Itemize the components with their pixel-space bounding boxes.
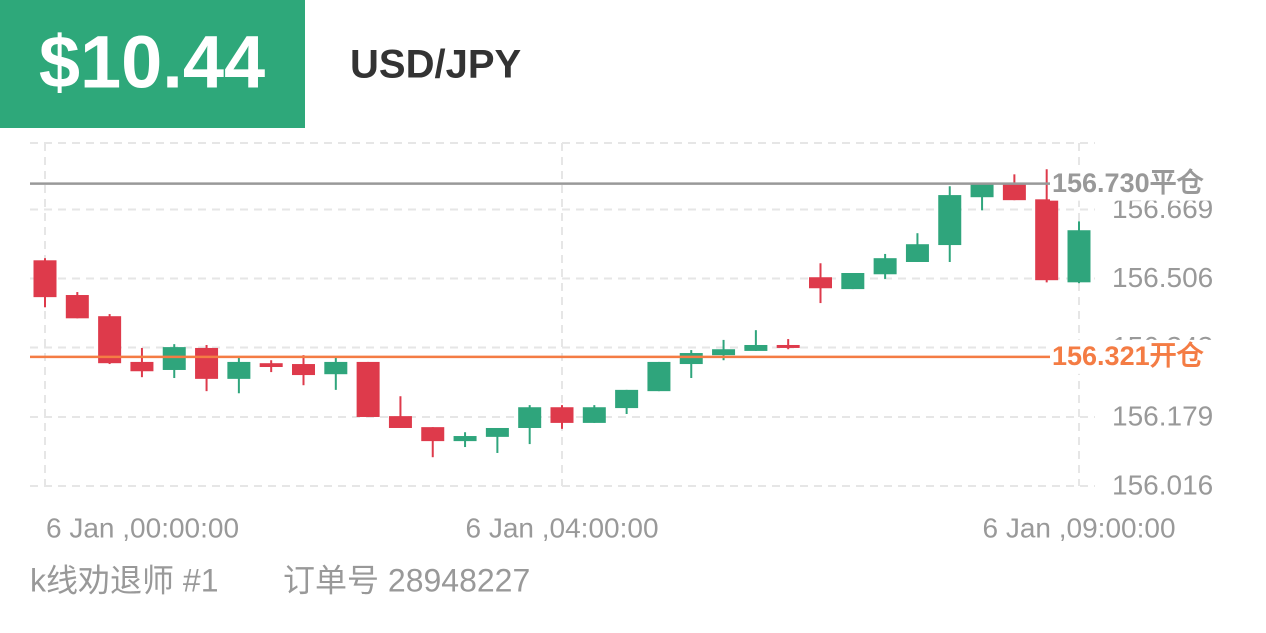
candle-body [905,244,929,262]
candle-body [809,277,832,289]
candle-body [550,407,574,423]
price-line-label-bg [1050,339,1225,374]
account-name: k线劝退师 #1 [30,562,219,598]
x-tick-label: 6 Jan ,04:00:00 [465,512,658,543]
candle-body [98,316,122,364]
y-tick-label: 156.506 [1112,262,1213,293]
order-number: 订单号 28948227 [283,562,530,598]
y-tick-label: 156.179 [1112,400,1213,431]
symbol: USD/JPY [350,43,521,87]
x-tick-label: 6 Jan ,09:00:00 [982,512,1175,543]
price-line-label: 156.321开仓 [1052,341,1205,371]
price-line-label-bg [1050,166,1225,201]
candle-body [130,361,154,372]
candle-body [33,260,57,298]
candle-body [195,347,219,379]
candle-body [776,344,800,348]
candle-body [647,361,671,392]
candle-body [1067,230,1091,283]
candle-body [1002,183,1026,201]
candle-body [970,184,994,198]
pnl-value: $10.44 [39,21,265,104]
candle-body [744,344,768,351]
candle-body [485,427,509,437]
candle-body [615,389,639,409]
candle-body [679,353,703,365]
candle-body [1035,199,1059,281]
candle-body [453,436,477,442]
candle-body [938,195,962,246]
candle-body [388,416,412,428]
candle-body [356,361,380,417]
candle-body [582,407,606,423]
candle-body [162,347,186,370]
x-tick-label: 6 Jan ,00:00:00 [46,512,239,543]
candle-body [421,427,445,442]
candle-body [292,364,315,376]
candle-body [518,407,542,428]
candle-body [841,273,865,290]
candle-body [873,258,897,275]
candle-body [324,361,348,375]
candle-body [227,361,251,379]
y-tick-label: 156.016 [1112,469,1213,500]
candle-body [259,363,283,368]
price-line-label: 156.730平仓 [1052,168,1205,198]
candle-body [65,295,89,319]
pnl-badge [0,0,305,128]
candle-body [712,349,736,356]
